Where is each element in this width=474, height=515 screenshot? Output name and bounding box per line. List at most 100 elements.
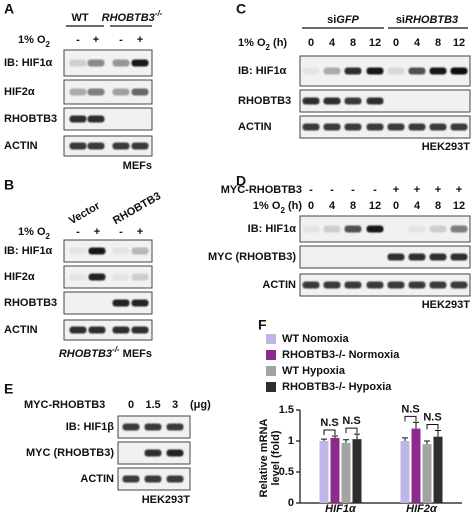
band (450, 67, 468, 75)
band (131, 59, 149, 67)
text-part: (h) (270, 37, 287, 49)
blot-label: ACTIN (4, 324, 38, 336)
x-tick-label: HIF2α (406, 503, 438, 515)
text-part: -/- (112, 345, 120, 354)
error-bar (354, 433, 360, 440)
lane-label: 12 (369, 37, 381, 49)
band (344, 225, 362, 233)
bar (330, 437, 340, 503)
band (69, 273, 87, 281)
band (112, 247, 130, 255)
band (122, 475, 140, 483)
blot-label: ACTIN (80, 473, 114, 485)
panel-label: F (258, 317, 267, 333)
band (366, 67, 384, 75)
band (112, 299, 130, 307)
blot-strip (299, 89, 471, 113)
lane-label: 0 (308, 37, 314, 49)
band (408, 225, 426, 233)
significance-label: N.S (320, 417, 338, 429)
blot-strip (63, 291, 153, 315)
lane-label: + (94, 226, 100, 238)
band (69, 326, 87, 334)
significance-bracket (345, 427, 358, 434)
significance-bracket (404, 415, 417, 422)
band (166, 449, 184, 457)
lane-label: 8 (435, 37, 441, 49)
band (87, 115, 105, 123)
band (88, 273, 106, 281)
band (131, 273, 149, 281)
panel-label: B (4, 177, 14, 193)
error-bar (332, 435, 338, 438)
treatment-lane: + (456, 184, 462, 196)
band (166, 475, 184, 483)
legend-swatch (266, 334, 276, 344)
y-tick-label: 0.5 (279, 466, 294, 478)
band (450, 253, 468, 261)
lane-label: + (137, 34, 143, 46)
blot-strip (63, 265, 153, 289)
panel-label: A (4, 1, 14, 17)
band (122, 423, 140, 431)
condition-label: 1% O2 (18, 226, 51, 241)
treatment-lane: - (330, 184, 334, 196)
text-part: 1% O (253, 200, 281, 212)
text-part: GFP (336, 14, 359, 26)
band (429, 281, 447, 289)
blot-label: ACTIN (4, 140, 38, 152)
text-part: MEFs (120, 348, 152, 360)
blot-strip (299, 115, 471, 139)
band (387, 67, 405, 75)
band (69, 59, 87, 67)
band (87, 88, 105, 96)
legend-label: RHOBTB3-/- Hypoxia (282, 381, 392, 393)
significance-label: N.S (423, 411, 441, 423)
band (87, 142, 105, 150)
blot-label: MYC (RHOBTB3) (208, 251, 296, 263)
band (429, 123, 447, 131)
significance-bracket (426, 423, 439, 430)
band (323, 281, 341, 289)
bar (352, 439, 362, 503)
panel-footer: HEK293T (142, 494, 191, 506)
band (344, 67, 362, 75)
band (144, 449, 162, 457)
band (131, 142, 149, 150)
band (387, 253, 405, 261)
condition-label: 1% O2 (h) (238, 37, 287, 52)
treatment-lane: - (373, 184, 377, 196)
band (144, 423, 162, 431)
band (450, 281, 468, 289)
bar (341, 442, 351, 503)
condition-label: 1% O2 (h) (253, 200, 302, 215)
blot-label: RHOBTB3 (4, 297, 57, 309)
lane-label: - (119, 34, 123, 46)
significance-label: N.S (342, 415, 360, 427)
band (131, 247, 149, 255)
blot-strip (299, 245, 471, 269)
bar (422, 444, 432, 503)
y-tick-label: 1 (288, 435, 294, 447)
treatment-lane: + (393, 184, 399, 196)
lane-label: 12 (453, 200, 465, 212)
lane-label: 0 (393, 200, 399, 212)
band (408, 67, 426, 75)
group-label: RHOBTB3 (111, 190, 163, 227)
blot-strip (63, 239, 153, 263)
group-label: siGFP (327, 14, 359, 26)
band (366, 225, 384, 233)
text-part: 1% O (18, 226, 46, 238)
text-part: si (327, 14, 336, 26)
panel-label: C (236, 1, 246, 17)
band (302, 225, 320, 233)
band (302, 97, 320, 105)
band (408, 253, 426, 261)
blot-label: ACTIN (262, 279, 296, 291)
band (88, 247, 106, 255)
legend-label: RHOBTB3-/- Normoxia (282, 349, 400, 361)
lane-label: 12 (453, 37, 465, 49)
band (131, 326, 149, 334)
blot-label: IB: HIF1α (238, 65, 287, 77)
error-bar (402, 437, 408, 441)
